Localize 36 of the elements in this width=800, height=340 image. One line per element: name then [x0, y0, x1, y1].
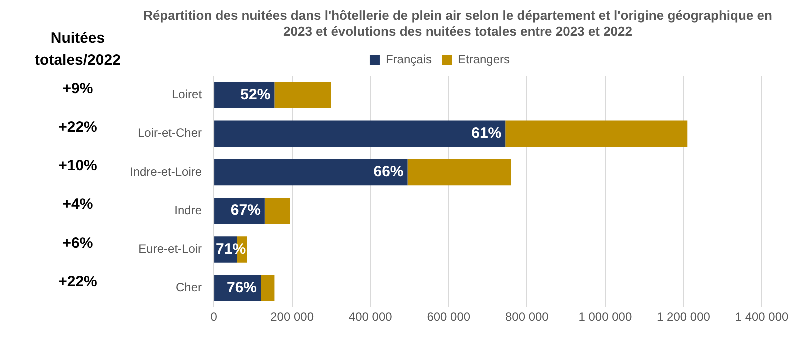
text: +22%: [58, 119, 98, 136]
y-tick-label: Indre: [174, 203, 202, 218]
x-tick-label: 1 200 000: [657, 310, 711, 324]
x-tick-label: 0: [210, 310, 218, 324]
y-tick-label: Indre-et-Loire: [130, 164, 202, 179]
x-tick-label: 1 000 000: [578, 310, 632, 324]
text: +22%: [58, 273, 98, 290]
x-tick-label: 400 000: [348, 310, 393, 324]
text: +4%: [62, 196, 94, 214]
text: +10%: [58, 158, 98, 175]
y-tick-label: Cher: [176, 280, 202, 295]
legend-label: Français: [386, 52, 432, 66]
text: +6%: [62, 234, 94, 252]
y-tick-label: Eure-et-Loir: [138, 242, 202, 256]
bar: [274, 82, 332, 108]
y-tick-label: Loiret: [172, 88, 203, 102]
annotation: 67%: [230, 202, 261, 220]
bar: [264, 198, 290, 224]
x-tick-label: 600 000: [427, 310, 471, 324]
legend-label: Etrangers: [458, 52, 510, 66]
bar: [261, 275, 275, 302]
chart-title: Répartition des nuitées dans l'hôtellerie de plein air selon le département et l'origine géographique en 2023 et évolutions des nuitées totales entre 2023 et 2022: [142, 8, 774, 40]
annotation: 66%: [374, 164, 404, 181]
annotation: 61%: [472, 125, 502, 142]
bar: [214, 120, 506, 148]
x-tick-label: 1 400 000: [735, 310, 790, 324]
annotation: 76%: [226, 279, 258, 296]
bar: [408, 159, 512, 186]
bar: [506, 120, 688, 148]
text: Nuitées totales/2022: [34, 29, 122, 71]
x-tick-label: 200 000: [270, 310, 314, 324]
annotation: 52%: [240, 86, 271, 104]
x-tick-label: 800 000: [505, 310, 550, 324]
y-tick-label: Loir-et-Cher: [138, 126, 202, 140]
text: +9%: [62, 80, 94, 98]
bar: [214, 159, 408, 186]
